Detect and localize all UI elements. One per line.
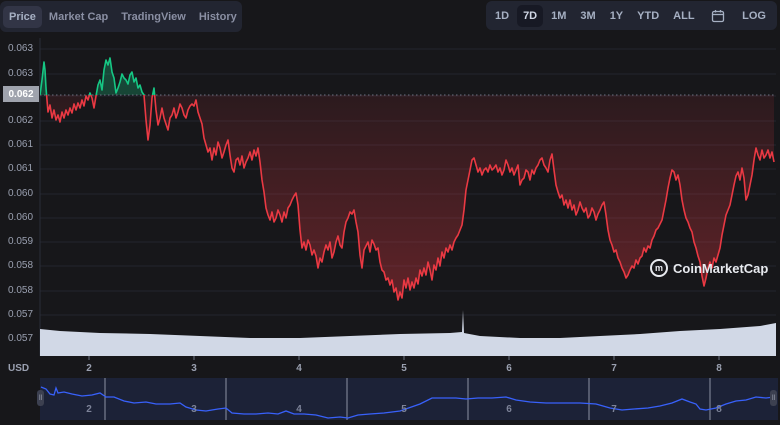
y-tick-label: 0.062: [8, 115, 34, 126]
x-tick-label: 6: [506, 363, 512, 374]
y-tick-label: 0.058: [8, 285, 34, 296]
range-all[interactable]: ALL: [673, 9, 695, 22]
navigator-tick-label: 4: [296, 404, 302, 415]
tab-price[interactable]: Price: [3, 5, 42, 28]
y-tick-label: 0.060: [8, 212, 34, 223]
calendar-icon[interactable]: [709, 6, 729, 26]
tab-history[interactable]: History: [198, 10, 237, 23]
y-tick-label: 0.059: [8, 236, 34, 247]
navigator-tick-label: 6: [506, 404, 512, 415]
current-price-marker: 0.062: [3, 86, 39, 102]
watermark-text: CoinMarketCap: [673, 260, 769, 276]
range-3m[interactable]: 3M: [580, 9, 596, 22]
y-tick-label: 0.061: [8, 139, 34, 150]
x-tick-label: 8: [716, 363, 722, 374]
range-1y[interactable]: 1Y: [609, 9, 624, 22]
range-7d[interactable]: 7D: [517, 4, 544, 27]
y-tick-label: 0.057: [8, 309, 34, 320]
navigator-tick-label: 2: [86, 404, 92, 415]
y-tick-label: 0.063: [8, 43, 34, 54]
x-tick-label: 4: [296, 363, 302, 374]
navigator-tick-label: 8: [716, 404, 722, 415]
x-tick-label: 7: [611, 363, 617, 374]
x-tick-label: 5: [401, 363, 407, 374]
coinmarketcap-logo-icon: m: [650, 259, 668, 277]
x-tick-label: 2: [86, 363, 92, 374]
navigator-right-handle[interactable]: ll: [770, 390, 777, 406]
y-tick-label: 0.057: [8, 333, 34, 344]
navigator-tick-label: 5: [401, 404, 407, 415]
navigator-tick-label: 7: [611, 404, 617, 415]
y-tick-label: 0.061: [8, 163, 34, 174]
navigator-left-handle[interactable]: ll: [37, 390, 44, 406]
y-tick-label: 0.058: [8, 260, 34, 271]
y-tick-label: 0.063: [8, 68, 34, 79]
x-tick-label: 3: [191, 363, 197, 374]
y-tick-label: 0.060: [8, 188, 34, 199]
navigator-tick-label: 3: [191, 404, 197, 415]
tab-market-cap[interactable]: Market Cap: [48, 10, 109, 23]
range-1m[interactable]: 1M: [551, 9, 567, 22]
time-range-selector: 1D 7D 1M 3M 1Y YTD ALL LOG: [486, 1, 777, 30]
chart-type-tabs: Price Market Cap TradingView History: [0, 1, 242, 32]
range-ytd[interactable]: YTD: [637, 9, 660, 22]
range-1d[interactable]: 1D: [495, 9, 510, 22]
tab-tradingview[interactable]: TradingView: [121, 10, 186, 23]
log-scale-toggle[interactable]: LOG: [742, 9, 766, 22]
coinmarketcap-watermark: m CoinMarketCap: [650, 259, 768, 277]
currency-label: USD: [8, 363, 30, 374]
